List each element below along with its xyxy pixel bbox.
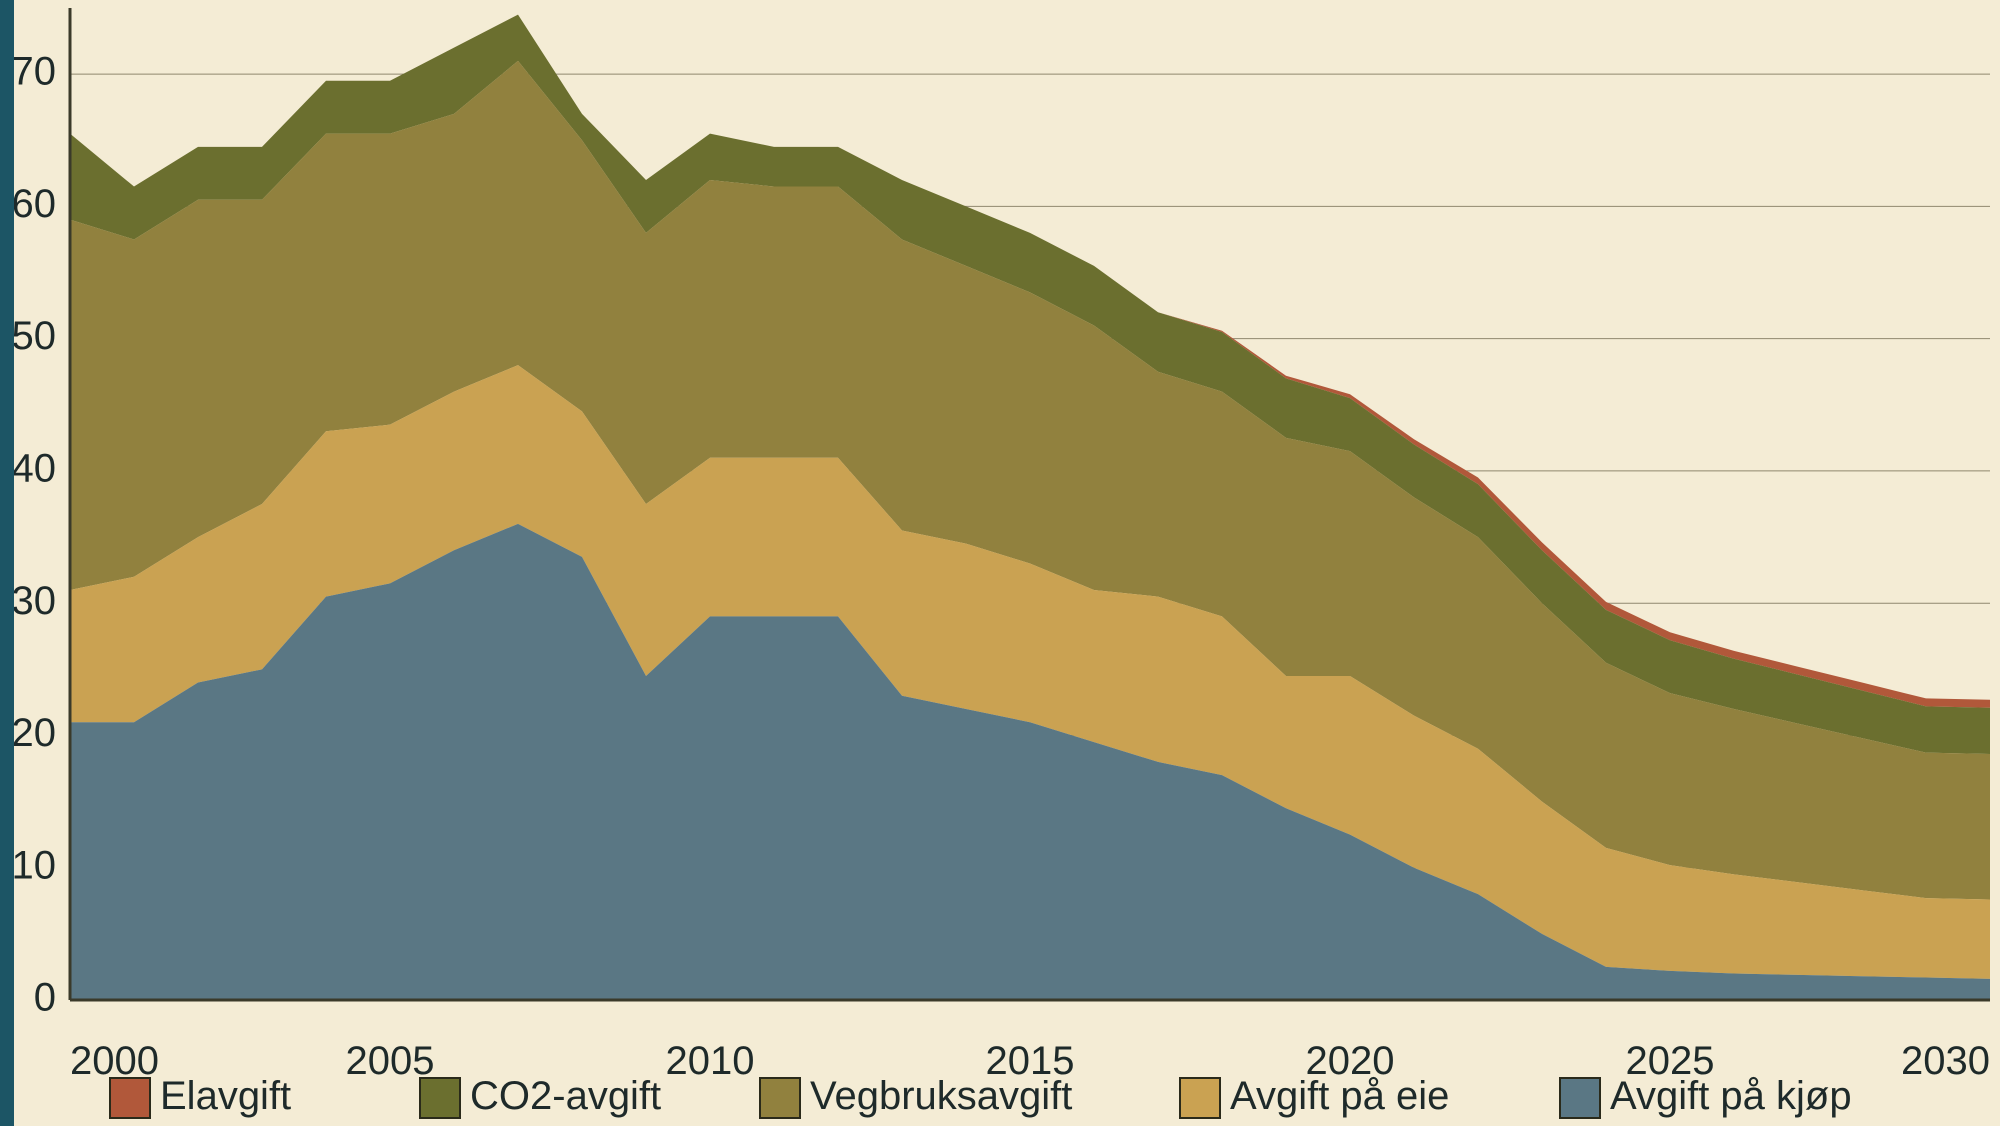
legend-swatch-co2_avgift: [420, 1078, 460, 1118]
legend-swatch-elavgift: [110, 1078, 150, 1118]
y-tick-label: 40: [12, 446, 57, 490]
legend-label-avgift_kjop: Avgift på kjøp: [1610, 1074, 1852, 1118]
x-tick-label: 2030: [1901, 1039, 1990, 1083]
x-tick-label: 2005: [346, 1039, 435, 1083]
chart-frame: 0102030405060702000200520102015202020252…: [0, 0, 2000, 1126]
legend-label-co2_avgift: CO2-avgift: [470, 1074, 661, 1118]
legend-swatch-avgift_eie: [1180, 1078, 1220, 1118]
x-tick-label: 2000: [70, 1039, 159, 1083]
legend-label-avgift_eie: Avgift på eie: [1230, 1074, 1449, 1118]
legend-swatch-vegbruksavgift: [760, 1078, 800, 1118]
y-tick-label: 10: [12, 843, 57, 887]
x-tick-label: 2010: [666, 1039, 755, 1083]
y-tick-label: 30: [12, 579, 57, 623]
y-tick-label: 60: [12, 182, 57, 226]
legend-label-vegbruksavgift: Vegbruksavgift: [810, 1074, 1072, 1118]
y-tick-label: 0: [34, 976, 56, 1020]
stacked-area-chart: 0102030405060702000200520102015202020252…: [0, 0, 2000, 1126]
y-tick-label: 50: [12, 314, 57, 358]
y-tick-label: 20: [12, 711, 57, 755]
legend-swatch-avgift_kjop: [1560, 1078, 1600, 1118]
y-tick-label: 70: [12, 50, 57, 94]
legend-label-elavgift: Elavgift: [160, 1074, 291, 1118]
